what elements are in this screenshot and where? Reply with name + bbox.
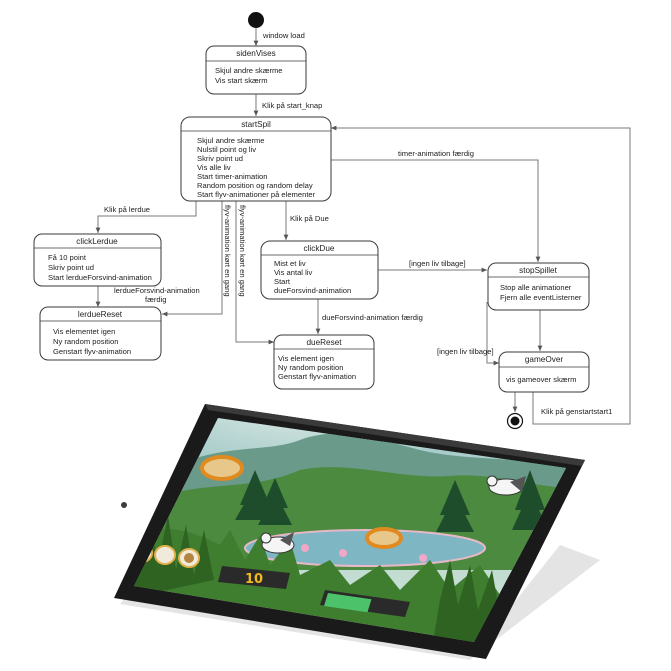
label-due-forsvind: dueForsvind-animation færdig bbox=[322, 313, 423, 322]
state-line: dueForsvind-animation bbox=[274, 286, 351, 295]
state-title: clickDue bbox=[304, 244, 335, 253]
state-title: sidenVises bbox=[236, 49, 275, 58]
final-node bbox=[506, 412, 524, 430]
state-stopSpillet: stopSpillet Stop alle animationer Fjern … bbox=[487, 262, 590, 311]
state-line: Start timer-animation bbox=[197, 172, 267, 181]
state-line: Vis start skærm bbox=[215, 76, 268, 85]
state-line: Random position og random delay bbox=[197, 181, 313, 190]
state-title: dueReset bbox=[306, 338, 342, 347]
tablet-illustration: 10 bbox=[114, 404, 600, 660]
state-line: Fjern alle eventListerner bbox=[500, 293, 582, 302]
home-button-icon bbox=[121, 502, 127, 508]
edge-ingen-liv-2 bbox=[486, 302, 499, 366]
state-line: Vis element igen bbox=[278, 354, 334, 363]
state-title: startSpil bbox=[241, 120, 271, 129]
transitions bbox=[95, 28, 631, 425]
state-line: Ny random position bbox=[278, 363, 343, 372]
label-ingen-liv-2: [ingen liv tilbage] bbox=[437, 347, 494, 356]
label-ingen-liv-1: [ingen liv tilbage] bbox=[409, 259, 466, 268]
state-title: stopSpillet bbox=[519, 266, 558, 275]
life-face-icon bbox=[184, 553, 194, 563]
state-clickDue: clickDue Mist et liv Vis antal liv Start… bbox=[260, 240, 379, 300]
state-line: Vis elementet igen bbox=[53, 327, 115, 336]
state-line: Start flyv-animationer på elementer bbox=[197, 190, 316, 199]
state-line: Få 10 point bbox=[48, 253, 87, 262]
state-gameOver: gameOver vis gameover skærm bbox=[498, 351, 590, 393]
state-line: Skriv point ud bbox=[197, 154, 243, 163]
clay-pigeon-icon bbox=[365, 527, 403, 549]
state-line: Skriv point ud bbox=[48, 263, 94, 272]
state-lerdueReset: lerdueReset Vis elementet igen Ny random… bbox=[39, 306, 162, 361]
state-title: gameOver bbox=[525, 355, 563, 364]
label-lerdue-forsvind-1: lerdueForsvind-animation bbox=[114, 286, 200, 295]
label-genstart: Klik på genstartstart1 bbox=[541, 407, 612, 416]
state-line: Vis antal liv bbox=[274, 268, 312, 277]
state-line: Nulstil point og liv bbox=[197, 145, 256, 154]
edge-flyv-lerdue bbox=[162, 201, 223, 317]
life-icon bbox=[154, 545, 176, 565]
state-line: Genstart flyv-animation bbox=[278, 372, 356, 381]
edge-timer-done bbox=[331, 159, 541, 262]
edge-flyv-due bbox=[235, 201, 274, 345]
label-window-load: window load bbox=[262, 31, 305, 40]
label-lerdue-forsvind-2: færdig bbox=[145, 295, 167, 304]
timer-fill bbox=[324, 593, 372, 613]
clay-pigeon-icon bbox=[200, 455, 244, 481]
state-line: Start bbox=[274, 277, 291, 286]
state-line: vis gameover skærm bbox=[506, 375, 576, 384]
score-text: 10 bbox=[245, 572, 263, 587]
state-sidenVises: sidenVises Skjul andre skærme Vis start … bbox=[205, 45, 307, 95]
dove-icon bbox=[260, 532, 295, 554]
trees bbox=[235, 470, 548, 532]
state-clickLerdue: clickLerdue Få 10 point Skriv point ud S… bbox=[33, 233, 162, 287]
edge-klik-lerdue bbox=[95, 201, 197, 233]
label-start-knap: Klik på start_knap bbox=[262, 101, 322, 110]
state-line: Mist et liv bbox=[274, 259, 306, 268]
label-klik-due: Klik på Due bbox=[290, 214, 329, 223]
game-screen: 10 bbox=[134, 418, 566, 642]
label-klik-lerdue: Klik på lerdue bbox=[104, 205, 150, 214]
label-flyv-due: flyv-animation kørt en gang bbox=[238, 205, 247, 297]
state-title: clickLerdue bbox=[76, 237, 118, 246]
dove-icon bbox=[486, 475, 526, 496]
edge-genstart bbox=[331, 125, 631, 425]
initial-node bbox=[248, 12, 264, 28]
state-line: Genstart flyv-animation bbox=[53, 347, 131, 356]
state-line: Start lerdueForsvind-animation bbox=[48, 273, 152, 282]
transition-labels: window load Klik på start_knap timer-ani… bbox=[104, 31, 612, 416]
state-line: Skjul andre skærme bbox=[215, 66, 283, 75]
state-line: Vis alle liv bbox=[197, 163, 231, 172]
label-timer-done: timer-animation færdig bbox=[398, 149, 474, 158]
state-line: Ny random position bbox=[53, 337, 118, 346]
state-line: Skjul andre skærme bbox=[197, 136, 265, 145]
state-title: lerdueReset bbox=[78, 310, 123, 319]
label-flyv-lerdue: flyv-animation kørt en gang bbox=[223, 205, 232, 297]
score-plate bbox=[218, 566, 290, 589]
state-startSpil: startSpil Skjul andre skærme Nulstil poi… bbox=[180, 116, 332, 202]
state-line: Stop alle animationer bbox=[500, 283, 572, 292]
state-dueReset: dueReset Vis element igen Ny random posi… bbox=[273, 334, 375, 390]
